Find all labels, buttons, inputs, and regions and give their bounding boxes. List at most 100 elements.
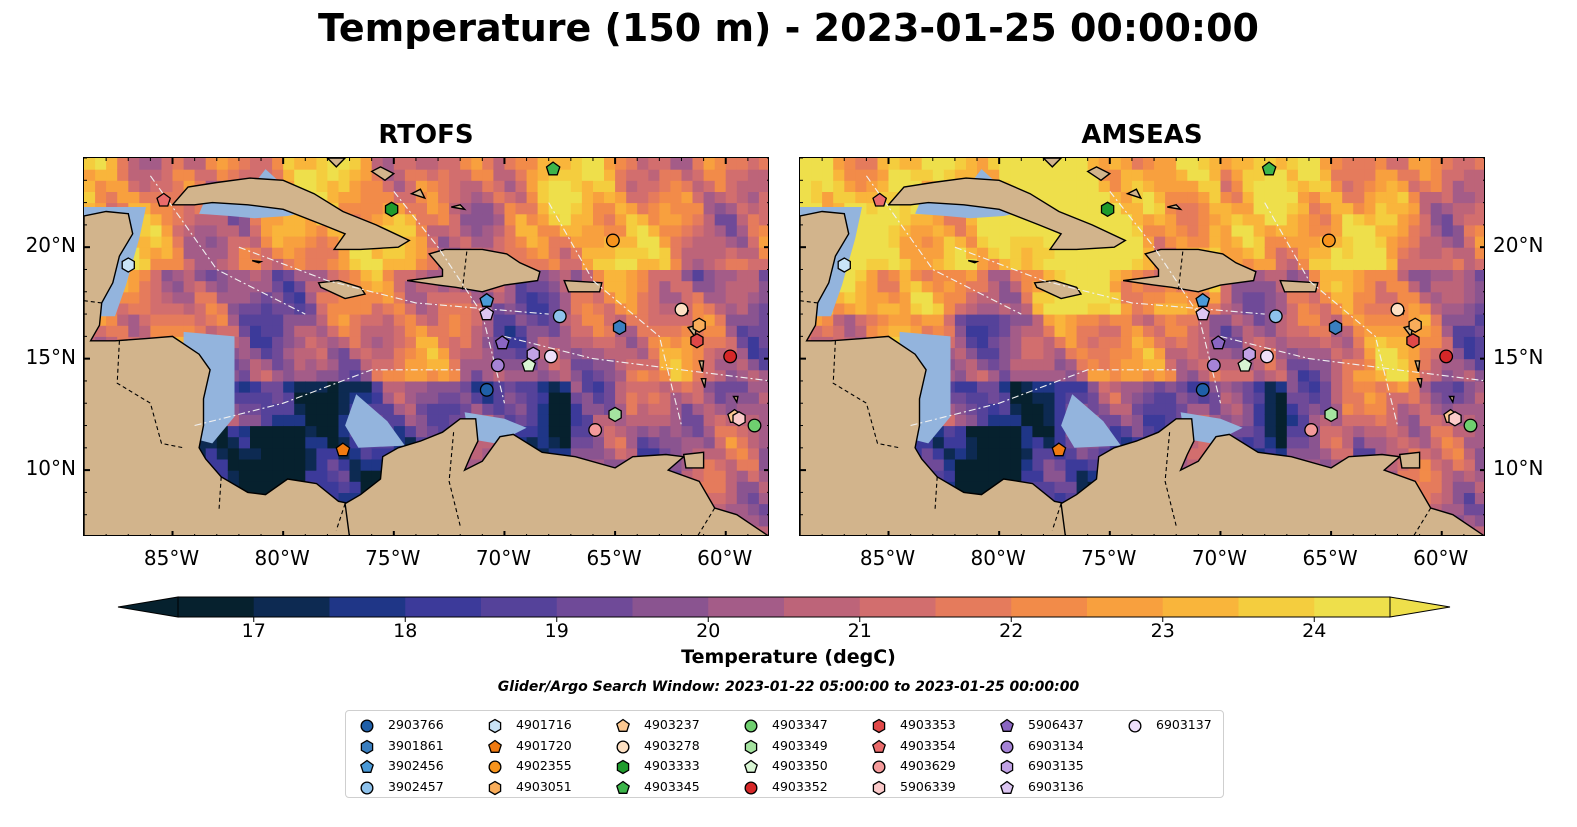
rtofs-map xyxy=(83,157,769,536)
legend-marker xyxy=(1000,718,1014,732)
legend-label: 5906339 xyxy=(900,778,956,794)
legend-marker xyxy=(872,718,886,734)
colorbar-tick-label: 18 xyxy=(393,620,418,642)
eez-boundary xyxy=(910,369,1177,427)
land-lesser4 xyxy=(700,377,707,388)
lon-label: 85°W xyxy=(859,546,916,570)
legend-marker xyxy=(488,718,502,734)
land-bahamas2 xyxy=(1086,166,1112,182)
land-bahamas3 xyxy=(1125,188,1143,200)
float-marker-5906437 xyxy=(494,335,510,350)
float-marker-4901716 xyxy=(121,257,135,273)
figure-title: Temperature (150 m) - 2023-01-25 00:00:0… xyxy=(317,6,1259,50)
float-marker-4903353 xyxy=(1406,333,1420,349)
float-marker-5906339 xyxy=(732,411,746,427)
float-marker-4903354 xyxy=(872,192,888,207)
legend-marker xyxy=(872,739,886,753)
float-marker-4903352 xyxy=(723,349,738,364)
frame-ticks xyxy=(800,158,1484,535)
colorbar-segment xyxy=(178,597,255,617)
float-marker-6903137 xyxy=(1259,349,1274,364)
lon-label: 80°W xyxy=(970,546,1026,570)
country-border xyxy=(116,340,184,449)
eez-boundary xyxy=(149,175,306,315)
lon-label: 85°W xyxy=(143,546,200,570)
land-cuba xyxy=(170,177,411,251)
legend-label: 6903137 xyxy=(1156,717,1212,732)
legend-label: 4903237 xyxy=(644,717,700,732)
eez-boundary xyxy=(194,369,461,427)
colorbar-segment xyxy=(1162,597,1239,617)
land-mexico xyxy=(800,210,1067,535)
frame-ticks xyxy=(84,158,768,535)
colorbar-segment xyxy=(556,597,633,617)
colorbar-segment xyxy=(253,597,330,617)
legend-marker xyxy=(616,759,630,775)
country-border xyxy=(1164,432,1177,527)
float-marker-5906339 xyxy=(1448,411,1462,427)
float-marker-4901716 xyxy=(837,257,851,273)
legend-marker xyxy=(360,781,374,794)
lon-label: 75°W xyxy=(365,546,421,570)
legend-marker xyxy=(488,739,502,753)
country-border xyxy=(934,476,938,511)
legend-label: 4902355 xyxy=(516,758,572,773)
legend-marker xyxy=(616,718,630,732)
legend-marker xyxy=(872,760,886,774)
float-marker-4903347 xyxy=(1463,418,1478,433)
country-border xyxy=(84,300,102,304)
country-border xyxy=(448,432,461,527)
land-trinidad xyxy=(1398,451,1421,469)
legend-marker xyxy=(360,739,374,754)
float-marker-4903051 xyxy=(692,317,706,333)
lat-label-left: 20°N xyxy=(25,233,76,258)
float-marker-4903350 xyxy=(521,357,537,372)
land-hispaniola xyxy=(1122,248,1257,293)
lon-label: 70°W xyxy=(1191,546,1248,570)
colorbar-segment xyxy=(935,597,1012,617)
country-border xyxy=(1051,503,1062,531)
colorbar-segment xyxy=(481,597,558,617)
lat-label-right: 10°N xyxy=(1493,456,1544,481)
panel-title-amseas: AMSEAS xyxy=(1081,120,1203,150)
legend-marker xyxy=(488,760,502,774)
colorbar-segment xyxy=(1011,597,1088,617)
lon-label: 80°W xyxy=(254,546,310,570)
eez-boundary xyxy=(238,246,549,315)
float-marker-6903134 xyxy=(1206,358,1221,373)
float-marker-3902457 xyxy=(552,309,567,324)
legend-label: 4903345 xyxy=(644,778,700,794)
float-marker-4903347 xyxy=(747,418,762,433)
float-marker-6903135 xyxy=(526,346,540,362)
search-window-text: Glider/Argo Search Window: 2023-01-22 05… xyxy=(497,679,1080,695)
float-marker-2903766 xyxy=(479,382,494,397)
colorbar-tick-label: 20 xyxy=(696,620,721,642)
legend-marker xyxy=(744,781,758,794)
legend-marker xyxy=(1128,719,1142,733)
legend-label: 3902456 xyxy=(388,758,444,773)
eez-boundary xyxy=(1220,335,1484,382)
lon-label: 65°W xyxy=(586,546,642,570)
land-lesser3 xyxy=(1414,360,1421,373)
float-marker-6903136 xyxy=(479,306,495,321)
float-marker-2903766 xyxy=(1195,382,1210,397)
legend-label: 4903051 xyxy=(516,778,572,794)
colorbar-segment xyxy=(1314,597,1391,617)
float-marker-4903353 xyxy=(690,333,704,349)
legend-label: 6903135 xyxy=(1028,758,1084,773)
legend-marker xyxy=(1000,740,1014,753)
shelf-area xyxy=(345,394,405,448)
land-turks xyxy=(1167,204,1183,211)
legend-label: 4903350 xyxy=(772,758,828,773)
colorbar-min-extend xyxy=(117,596,179,618)
legend-label: 3902457 xyxy=(388,778,444,794)
legend-marker xyxy=(360,719,374,733)
land-lesser4 xyxy=(1416,377,1423,388)
legend-label: 6903136 xyxy=(1028,778,1084,794)
country-border xyxy=(335,503,346,531)
country-border xyxy=(1413,507,1432,535)
float-marker-4903350 xyxy=(1237,357,1253,372)
legend-label: 6903134 xyxy=(1028,737,1084,753)
legend-label: 4903354 xyxy=(900,737,956,753)
lat-label-right: 15°N xyxy=(1493,344,1544,369)
